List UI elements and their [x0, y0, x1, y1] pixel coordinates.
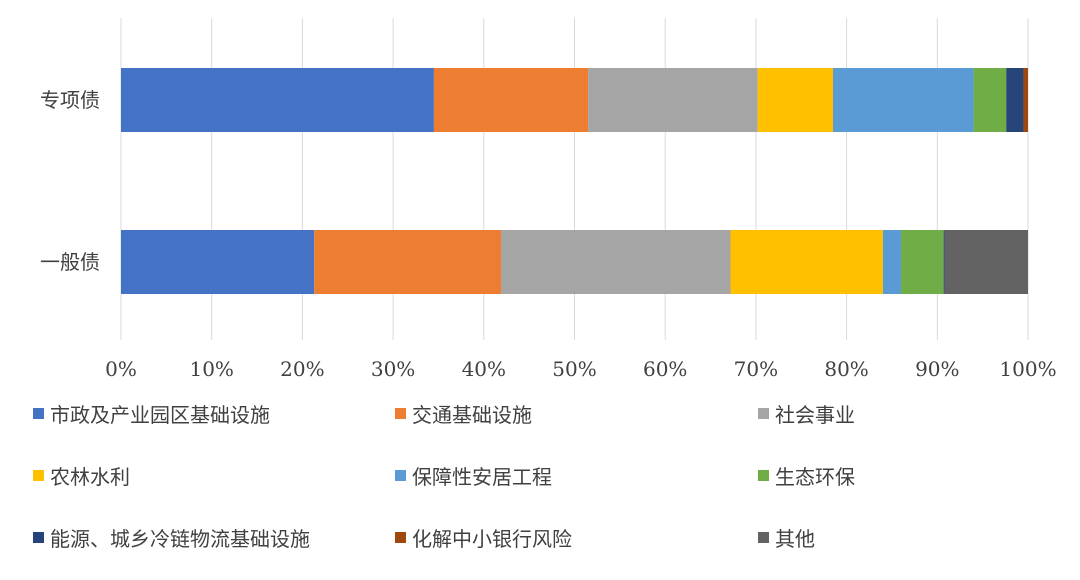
legend-swatch [395, 407, 406, 419]
legend-item: 能源、城乡冷链物流基础设施 [33, 522, 310, 552]
legend-swatch [758, 531, 769, 543]
bar-segment [433, 68, 589, 132]
legend-swatch [758, 469, 769, 481]
legend-label: 交通基础设施 [412, 402, 532, 427]
legend-item: 交通基础设施 [395, 398, 532, 428]
legend-label: 能源、城乡冷链物流基础设施 [50, 526, 310, 551]
legend-item: 其他 [758, 522, 815, 552]
legend-label: 社会事业 [775, 402, 855, 427]
bar-segment [882, 230, 902, 294]
bar-segment [730, 230, 883, 294]
x-tick-label: 0% [105, 357, 137, 381]
legend-swatch [758, 407, 769, 419]
x-tick-label: 100% [999, 357, 1056, 381]
bar-segment [121, 68, 434, 132]
legend-label: 保障性安居工程 [412, 464, 552, 489]
x-tick-label: 70% [734, 357, 778, 381]
legend-swatch [33, 407, 44, 419]
x-tick-label: 40% [462, 357, 506, 381]
legend-swatch [33, 531, 44, 543]
legend-item: 生态环保 [758, 460, 855, 490]
x-tick-label: 80% [824, 357, 868, 381]
category-label: 一般债 [40, 250, 100, 274]
legend-item: 市政及产业园区基础设施 [33, 398, 270, 428]
bar-segment [943, 230, 945, 294]
x-tick-label: 60% [643, 357, 687, 381]
bar-segment [121, 230, 315, 294]
x-tick-label: 50% [552, 357, 596, 381]
legend-item: 农林水利 [33, 460, 130, 490]
category-label: 专项债 [40, 88, 100, 112]
bar-segment [973, 68, 1007, 132]
bar-segment [832, 68, 974, 132]
bar-segment [1023, 68, 1028, 132]
x-tick-label: 10% [189, 357, 233, 381]
bar-segment [588, 68, 758, 132]
legend-label: 市政及产业园区基础设施 [50, 402, 270, 427]
legend-item: 保障性安居工程 [395, 460, 552, 490]
bar-segment [501, 230, 731, 294]
legend-swatch [395, 469, 406, 481]
bar-segment [314, 230, 502, 294]
bar-segment [901, 230, 944, 294]
legend-swatch [33, 469, 44, 481]
x-tick-label: 30% [371, 357, 415, 381]
x-tick-label: 20% [280, 357, 324, 381]
x-tick-label: 90% [915, 357, 959, 381]
legend-label: 化解中小银行风险 [412, 526, 572, 551]
legend: 市政及产业园区基础设施 交通基础设施 社会事业农林水利 保障性安居工程 生态环保能源、城… [0, 398, 1080, 580]
legend-swatch [395, 531, 406, 543]
legend-label: 生态环保 [775, 464, 855, 489]
legend-item: 社会事业 [758, 398, 855, 428]
bars [121, 68, 1028, 294]
bar-segment [944, 230, 1028, 294]
bar-segment [757, 68, 833, 132]
bar-segment [1006, 68, 1024, 132]
x-tick-labels: 0% 10% 20% 30% 40% 50% 60% 70% 80% 90% 100% [105, 357, 1056, 381]
legend-label: 其他 [775, 526, 815, 551]
legend-item: 化解中小银行风险 [395, 522, 572, 552]
legend-label: 农林水利 [50, 464, 130, 489]
